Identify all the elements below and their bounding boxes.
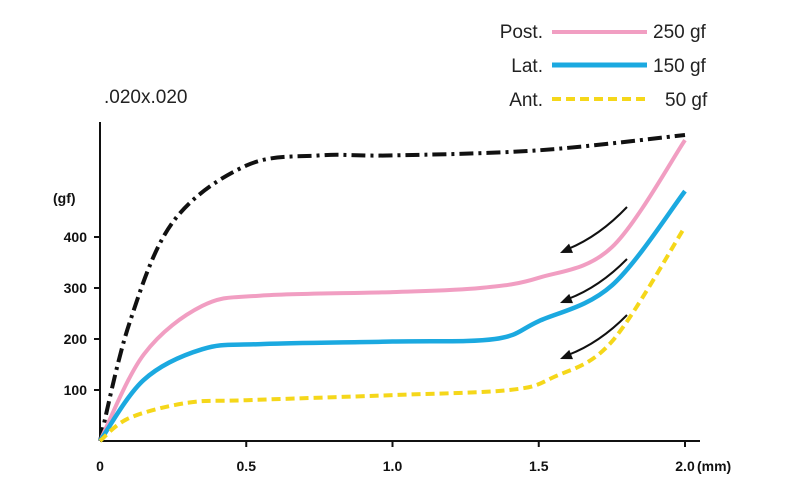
series-line-0 (98, 133, 686, 442)
series-line-3 (98, 225, 687, 443)
direction-arrows (560, 206, 628, 360)
legend-label-post: Post. (500, 22, 543, 43)
legend-value-lat: 150 gf (653, 56, 707, 77)
wire-size-annotation: .020x.020 (104, 87, 187, 108)
y-tick-label: 100 (64, 382, 88, 398)
series-line-1 (98, 138, 687, 442)
legend-value-ant: 50 gf (665, 90, 708, 111)
legend-label-lat: Lat. (511, 56, 543, 77)
legend-value-post: 250 gf (653, 22, 707, 43)
x-tick-label: 0 (96, 458, 104, 474)
x-tick-label: 1.5 (529, 458, 549, 474)
x-tick-label: 0.5 (237, 458, 257, 474)
series-line-2 (98, 189, 687, 443)
x-tick-label: 1.0 (383, 458, 403, 474)
y-tick-label: 200 (64, 331, 88, 347)
legend-label-ant: Ant. (509, 90, 543, 111)
data-series (98, 133, 687, 443)
direction-arrow-2 (560, 314, 628, 360)
y-tick-label: 400 (64, 229, 88, 245)
y-axis-unit: (gf) (53, 190, 76, 206)
direction-arrow-0 (560, 206, 628, 253)
x-axis-unit: (mm) (697, 458, 731, 474)
y-tick-label: 300 (64, 280, 88, 296)
x-tick-label: 2.0 (675, 458, 695, 474)
direction-arrow-1 (560, 258, 628, 304)
legend: Post. 250 gf Lat. 150 gf Ant. 50 gf (500, 22, 708, 111)
axis-ticks: 0 0.5 1.0 1.5 2.0 100 200 300 400 (64, 229, 695, 474)
